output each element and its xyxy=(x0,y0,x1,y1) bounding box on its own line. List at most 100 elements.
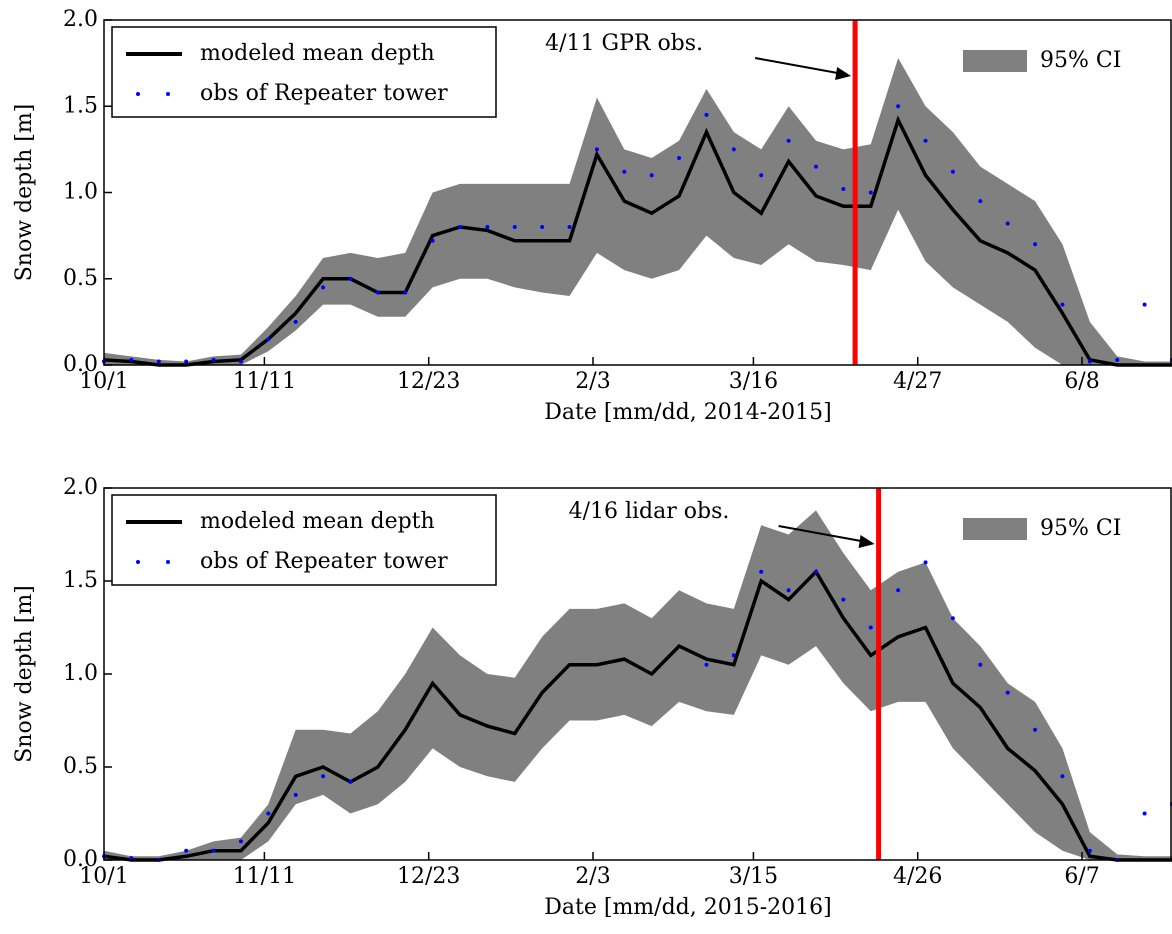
obs-point xyxy=(403,290,408,295)
legend-label: 95% CI xyxy=(1040,516,1121,541)
y-tick-label: 2.0 xyxy=(63,7,98,32)
y-tick-label: 0.0 xyxy=(63,352,98,377)
subplot: 4/16 lidar obs. 0.0 0.5 1.0 1.5 2.0 10/1 11/11 1… xyxy=(12,475,1172,920)
obs-point xyxy=(950,616,955,621)
y-tick-label: 0.5 xyxy=(63,754,98,779)
obs-point xyxy=(512,225,517,229)
obs-point xyxy=(184,359,189,364)
x-tick-label: 2/3 xyxy=(575,864,610,889)
annotation-arrow xyxy=(754,57,844,75)
obs-point xyxy=(868,190,873,195)
obs-point xyxy=(321,774,326,779)
obs-point xyxy=(129,357,134,362)
legend-dot xyxy=(136,560,140,564)
obs-point xyxy=(841,187,846,192)
obs-point xyxy=(211,848,216,853)
x-tick-label: 4/26 xyxy=(893,864,942,889)
y-axis-label: Snow depth [m] xyxy=(12,585,37,763)
obs-point xyxy=(1033,242,1038,247)
obs-point xyxy=(458,225,462,229)
obs-point xyxy=(704,662,709,667)
obs-point xyxy=(348,276,353,281)
x-tick-label: 4/27 xyxy=(893,369,942,394)
obs-point xyxy=(1033,727,1038,732)
annotation-arrow xyxy=(778,525,867,543)
subplot: 4/11 GPR obs. 0.0 0.5 1.0 1.5 2.0 10/1 11/11 12/… xyxy=(12,7,1172,425)
legend-box xyxy=(111,26,497,118)
obs-point xyxy=(485,225,490,229)
obs-point xyxy=(238,359,243,364)
obs-point xyxy=(156,359,161,364)
obs-point xyxy=(622,169,627,174)
obs-point xyxy=(923,138,928,143)
x-tick-label: 3/16 xyxy=(729,369,778,394)
legend-label: obs of Repeater tower xyxy=(200,549,448,574)
obs-point xyxy=(731,653,736,658)
x-tick-label: 10/1 xyxy=(79,864,128,889)
obs-point xyxy=(266,337,271,342)
obs-point xyxy=(896,104,901,109)
legend-box xyxy=(111,494,497,586)
obs-point xyxy=(759,173,764,178)
obs-point xyxy=(1060,774,1065,779)
x-tick-label: 10/1 xyxy=(79,369,128,394)
obs-point xyxy=(1115,357,1120,362)
legend-dot xyxy=(136,92,140,96)
obs-point xyxy=(266,811,271,816)
obs-point xyxy=(1087,359,1092,364)
obs-point xyxy=(868,625,873,630)
y-tick-label: 0.0 xyxy=(63,847,98,872)
x-axis-label: Date [mm/dd, 2014-2015] xyxy=(544,400,831,425)
obs-point xyxy=(293,319,298,324)
legend-swatch xyxy=(963,50,1027,72)
y-tick-label: 1.0 xyxy=(63,661,98,686)
obs-point xyxy=(786,138,791,143)
obs-point xyxy=(540,225,545,229)
annotation-text: 4/11 GPR obs. xyxy=(545,31,703,56)
obs-point xyxy=(1142,811,1147,816)
obs-point xyxy=(348,779,353,784)
obs-point xyxy=(594,147,599,152)
obs-point xyxy=(129,856,134,861)
y-tick-label: 1.5 xyxy=(63,568,98,593)
obs-point xyxy=(1005,690,1010,695)
obs-point xyxy=(677,156,682,160)
obs-point xyxy=(841,597,846,602)
obs-point xyxy=(1142,302,1147,307)
legend-label: modeled mean depth xyxy=(200,509,435,534)
y-tick-label: 1.0 xyxy=(63,180,98,205)
y-axis-label: Snow depth [m] xyxy=(12,104,37,282)
arrow-head xyxy=(835,67,852,80)
obs-point xyxy=(1005,221,1010,226)
obs-point xyxy=(184,848,189,853)
x-tick-label: 12/23 xyxy=(397,369,460,394)
mean-line xyxy=(103,568,1172,862)
obs-point xyxy=(1060,302,1065,307)
obs-point xyxy=(649,173,654,178)
obs-point xyxy=(1087,848,1092,853)
obs-point xyxy=(293,792,298,797)
y-tick-label: 1.5 xyxy=(63,93,98,118)
obs-point xyxy=(978,662,983,667)
legend-label: modeled mean depth xyxy=(200,41,435,66)
x-tick-label: 11/11 xyxy=(233,864,296,889)
mean-line xyxy=(103,115,1172,367)
obs-point xyxy=(321,285,326,290)
obs-point xyxy=(731,147,736,152)
obs-point xyxy=(896,588,901,593)
legend-dot xyxy=(166,92,170,96)
x-tick-label: 12/23 xyxy=(397,864,460,889)
legend-swatch xyxy=(963,518,1027,540)
obs-point xyxy=(923,560,928,565)
legend-label: 95% CI xyxy=(1040,48,1121,73)
y-tick-label: 2.0 xyxy=(63,475,98,500)
x-axis-label: Date [mm/dd, 2015-2016] xyxy=(544,895,831,920)
arrow-head xyxy=(858,535,875,548)
obs-point xyxy=(814,569,818,574)
obs-point xyxy=(978,199,983,204)
obs-point xyxy=(238,839,243,844)
obs-point xyxy=(786,588,791,593)
legend-dot xyxy=(166,560,170,564)
